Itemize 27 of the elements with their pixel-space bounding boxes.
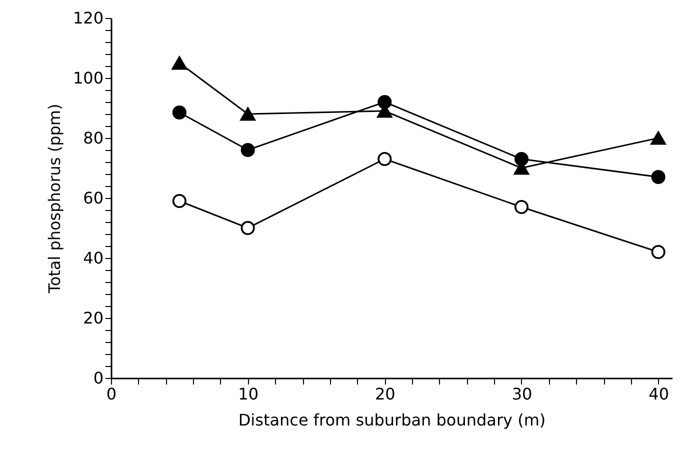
point: [651, 170, 666, 184]
y-tick-label: 20: [83, 308, 104, 328]
point: [172, 194, 186, 208]
point: [378, 152, 392, 166]
y-tick-label: 40: [83, 248, 104, 268]
point: [240, 107, 256, 121]
x-tick-label: 10: [238, 384, 259, 404]
point: [650, 131, 666, 145]
y-tick-label: 60: [83, 188, 104, 208]
point: [172, 105, 186, 120]
point: [240, 142, 255, 158]
point: [172, 56, 188, 70]
y-tick-label: 80: [83, 128, 104, 148]
point: [514, 200, 529, 214]
point: [240, 220, 255, 236]
point: [378, 94, 392, 110]
point: [514, 152, 529, 166]
x-tick-label: 30: [512, 384, 532, 404]
x-tick-label: 40: [648, 384, 669, 404]
y-tick-label: 120: [72, 8, 104, 28]
point: [651, 244, 666, 260]
x-axis-title: Distance from suburban boundary (m): [238, 410, 546, 430]
y-tick-label: 0: [93, 368, 104, 388]
y-axis-title: Total phosphorus (ppm): [44, 104, 64, 294]
y-tick-label: 100: [72, 68, 104, 88]
x-tick-label: 0: [106, 384, 117, 404]
x-tick-label: 20: [374, 384, 396, 404]
